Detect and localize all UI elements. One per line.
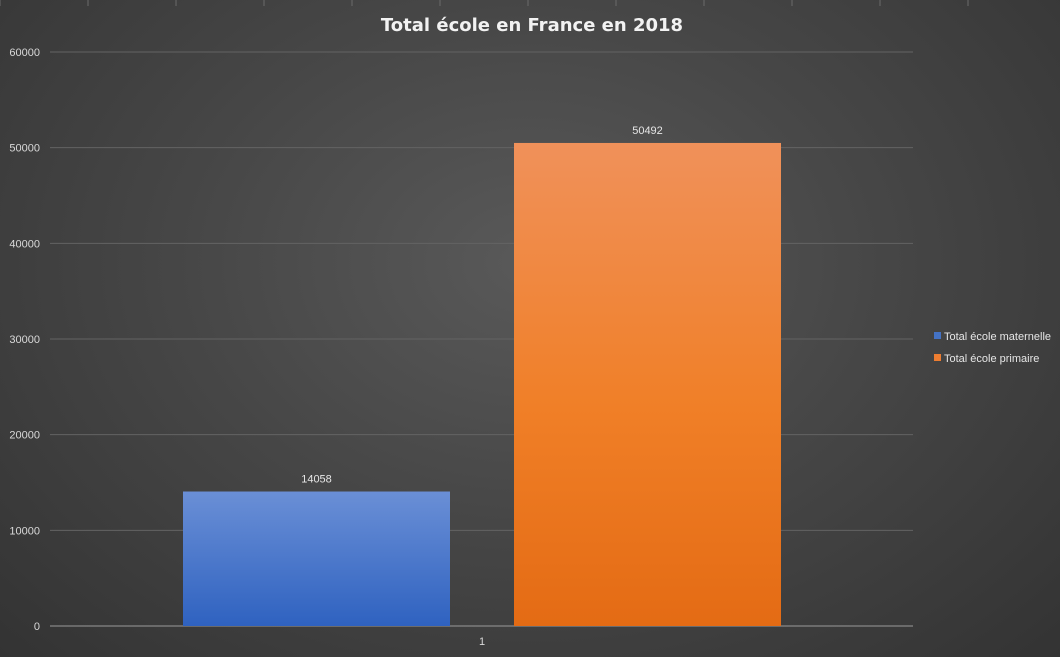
legend-swatch-maternelle [934, 332, 941, 339]
data-label: 14058 [301, 474, 332, 486]
top-divider-lines [0, 0, 969, 6]
y-axis-ticks: 0 10000 20000 30000 40000 50000 60000 [9, 47, 40, 633]
y-tick-label: 20000 [9, 430, 40, 442]
data-labels: 14058 50492 [301, 125, 663, 486]
y-tick-label: 0 [34, 621, 40, 633]
legend-label-maternelle: Total école maternelle [944, 331, 1051, 343]
legend: Total école maternelle Total école prima… [934, 331, 1051, 365]
bar-maternelle [183, 491, 450, 626]
y-tick-label: 30000 [9, 334, 40, 346]
y-tick-label: 10000 [9, 525, 40, 537]
y-tick-label: 50000 [9, 143, 40, 155]
y-tick-label: 40000 [9, 238, 40, 250]
gridlines [50, 51, 913, 627]
bars [183, 142, 781, 626]
legend-label-primaire: Total école primaire [944, 353, 1039, 365]
legend-swatch-primaire [934, 354, 941, 361]
chart-title: Total école en France en 2018 [381, 15, 683, 36]
data-label: 50492 [632, 125, 663, 137]
x-tick-label: 1 [479, 636, 485, 648]
y-tick-label: 60000 [9, 47, 40, 59]
bar-primaire [514, 142, 781, 626]
